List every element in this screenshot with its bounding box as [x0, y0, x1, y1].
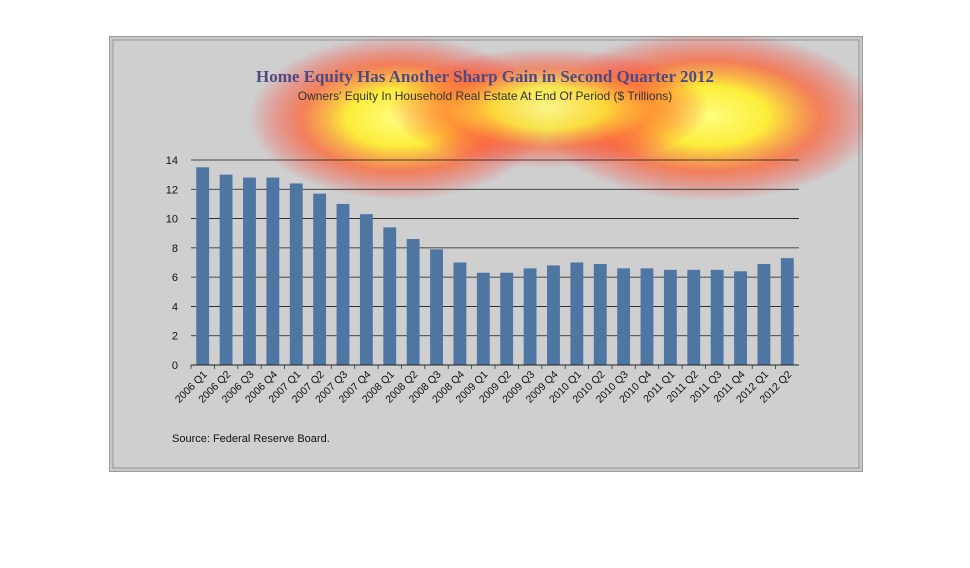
bar — [663, 269, 677, 365]
bar — [289, 183, 303, 365]
bar — [570, 262, 584, 365]
y-tick-label: 8 — [172, 243, 178, 255]
y-tick-label: 4 — [172, 301, 178, 313]
bar — [780, 258, 794, 365]
bar — [640, 268, 654, 365]
y-tick-label: 12 — [166, 184, 178, 196]
bar — [243, 177, 256, 365]
y-tick-label: 14 — [166, 155, 178, 167]
bar — [383, 227, 397, 365]
source-note: Source: Federal Reserve Board. — [172, 433, 330, 445]
y-axis-tick-labels: 0 2 4 6 8 10 12 14 — [166, 155, 178, 372]
bar — [336, 203, 350, 365]
bar — [196, 167, 210, 365]
bar — [757, 263, 771, 365]
bar — [453, 262, 467, 365]
y-tick-label: 10 — [166, 214, 178, 226]
bar — [710, 269, 724, 365]
bar — [359, 214, 373, 365]
bar — [430, 249, 443, 365]
bar — [500, 272, 514, 365]
bar — [523, 268, 537, 365]
chart-title: Home Equity Has Another Sharp Gain in Se… — [256, 67, 714, 86]
y-tick-label: 0 — [172, 360, 178, 372]
chart-frame: Home Equity Has Another Sharp Gain in Se… — [109, 36, 863, 472]
bar — [266, 177, 280, 365]
bar — [547, 265, 560, 365]
y-tick-label: 6 — [172, 272, 178, 284]
chart: Home Equity Has Another Sharp Gain in Se… — [109, 36, 863, 472]
bars — [196, 167, 794, 365]
bar — [734, 271, 747, 365]
bar — [219, 174, 233, 365]
bar — [406, 239, 420, 365]
bar — [476, 272, 490, 365]
bar — [313, 193, 327, 365]
bar — [617, 268, 631, 365]
bar — [687, 269, 701, 365]
bar — [593, 263, 607, 365]
y-tick-label: 2 — [172, 331, 178, 343]
chart-subtitle: Owners' Equity In Household Real Estate … — [298, 89, 672, 103]
